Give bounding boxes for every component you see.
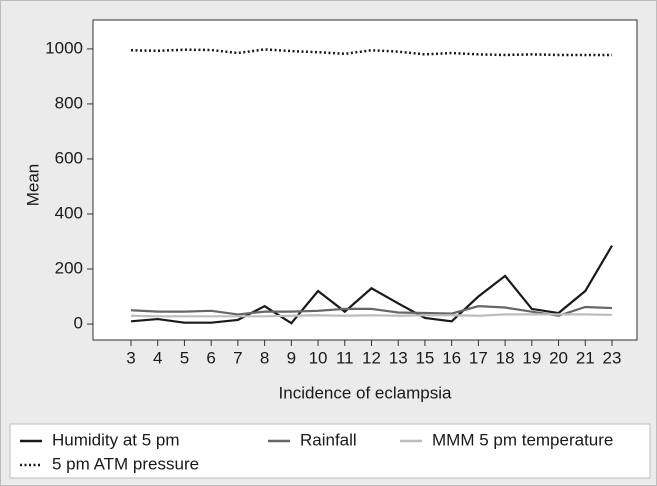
x-tick-label: 10	[309, 348, 328, 367]
x-tick-label: 17	[469, 348, 488, 367]
x-tick-label: 20	[549, 348, 568, 367]
x-tick-label: 6	[206, 348, 215, 367]
x-tick-label: 5	[180, 348, 189, 367]
y-axis-title: Mean	[23, 164, 42, 207]
x-tick-label: 8	[260, 348, 269, 367]
y-tick-label: 600	[55, 148, 83, 167]
y-tick-label: 0	[74, 314, 83, 333]
x-tick-label: 21	[576, 348, 595, 367]
x-tick-label: 12	[362, 348, 381, 367]
x-tick-label: 11	[336, 348, 354, 367]
x-tick-label: 15	[415, 348, 434, 367]
legend-box	[9, 423, 651, 479]
legend-label: Humidity at 5 pm	[52, 430, 180, 449]
series-line	[130, 245, 613, 325]
x-tick-label: 4	[153, 348, 162, 367]
x-tick-label: 16	[442, 348, 461, 367]
x-tick-label: 7	[233, 348, 242, 367]
legend-label: MMM 5 pm temperature	[432, 430, 613, 449]
x-tick-label: 9	[287, 348, 296, 367]
x-tick-label: 18	[496, 348, 515, 367]
legend-label: 5 pm ATM pressure	[52, 454, 199, 473]
y-tick-label: 1000	[45, 38, 83, 57]
x-tick-label: 23	[603, 348, 622, 367]
series-line	[130, 48, 612, 57]
series-line	[130, 305, 613, 317]
legend-label: Rainfall	[300, 430, 357, 449]
x-tick-label: 19	[522, 348, 541, 367]
y-tick-label: 800	[55, 93, 83, 112]
plot-area	[92, 19, 638, 341]
x-tick-label: 3	[126, 348, 135, 367]
y-tick-label: 400	[55, 203, 83, 222]
x-tick-label: 13	[389, 348, 408, 367]
y-tick-label: 200	[55, 258, 83, 277]
x-axis-title: Incidence of eclampsia	[279, 383, 452, 402]
series-line	[130, 313, 613, 318]
